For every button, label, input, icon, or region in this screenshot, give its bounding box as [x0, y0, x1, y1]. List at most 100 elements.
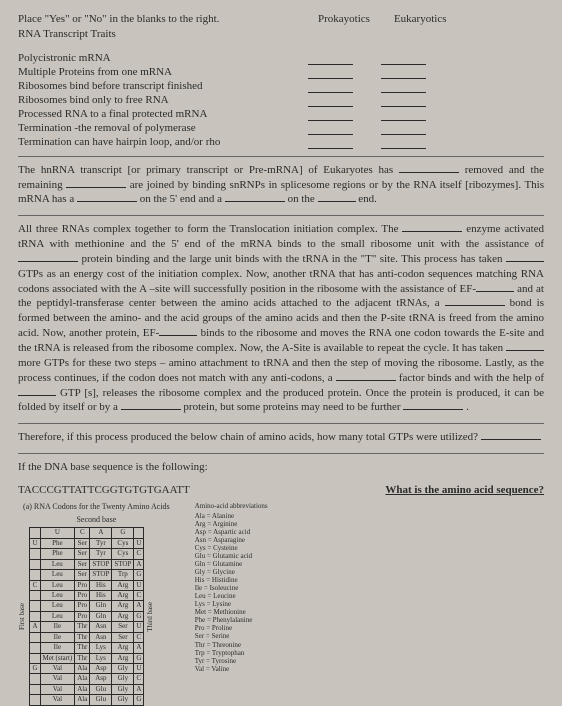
trait-label: Termination can have hairpin loop, and/o… [18, 135, 308, 150]
trait-label: Processed RNA to a final protected mRNA [18, 107, 308, 122]
third-base-label: Third base [146, 602, 155, 632]
blank[interactable] [381, 137, 426, 149]
aa-item: Val = Valine [195, 665, 268, 673]
trait-label: Ribosomes bind before transcript finishe… [18, 79, 308, 94]
blank[interactable] [225, 192, 285, 202]
aa-item: Asn = Asparagine [195, 536, 268, 544]
aa-item: His = Histidine [195, 576, 268, 584]
aa-item: Ala = Alanine [195, 512, 268, 520]
p2i: factor binds and with the help of [399, 372, 544, 384]
instruction-text: Place "Yes" or "No" in the blanks to the… [18, 12, 318, 27]
trait-row: Polycistronic mRNA [18, 52, 544, 66]
blank[interactable] [403, 400, 463, 410]
p2d: GTPs as an energy cost of the initiation… [18, 268, 544, 295]
paragraph-3: Therefore, if this process produced the … [18, 430, 544, 445]
blank[interactable] [308, 53, 353, 65]
aa-item: Pro = Proline [195, 624, 268, 632]
paragraph-4: If the DNA base sequence is the followin… [18, 460, 544, 475]
blank[interactable] [18, 252, 78, 262]
aa-item: Asp = Aspartic acid [195, 528, 268, 536]
blank[interactable] [381, 95, 426, 107]
blank[interactable] [66, 178, 126, 188]
blank[interactable] [381, 81, 426, 93]
blank[interactable] [506, 252, 544, 262]
codon-area: (a) RNA Codons for the Twenty Amino Acid… [18, 502, 544, 706]
blank[interactable] [308, 95, 353, 107]
subheading-text: RNA Transcript Traits [18, 27, 318, 42]
blank[interactable] [402, 222, 462, 232]
blank[interactable] [308, 137, 353, 149]
codon-second: Second base [18, 515, 175, 526]
trait-row: Termination can have hairpin loop, and/o… [18, 136, 544, 150]
blank[interactable] [159, 326, 197, 336]
blank[interactable] [18, 386, 56, 396]
blank[interactable] [481, 430, 541, 440]
blank[interactable] [506, 341, 544, 351]
blank[interactable] [381, 123, 426, 135]
aa-item: Met = Methionine [195, 608, 268, 616]
blank[interactable] [308, 67, 353, 79]
p3a: Therefore, if this process produced the … [18, 431, 481, 443]
p2a: All three RNAs complex together to form … [18, 223, 402, 235]
header-block: Place "Yes" or "No" in the blanks to the… [18, 12, 544, 42]
p1e: on the [288, 193, 318, 205]
traits-table: Polycistronic mRNAMultiple Proteins from… [18, 52, 544, 150]
blank[interactable] [77, 192, 137, 202]
paragraph-1: The hnRNA transcript [or primary transcr… [18, 163, 544, 208]
trait-label: Termination -the removal of polymerase [18, 121, 308, 136]
trait-row: Termination -the removal of polymerase [18, 122, 544, 136]
blank[interactable] [381, 109, 426, 121]
aa-item: Phe = Phenylalanine [195, 616, 268, 624]
aa-item: Glu = Glutamic acid [195, 552, 268, 560]
blank[interactable] [308, 109, 353, 121]
aa-item: Leu = Leucine [195, 592, 268, 600]
aa-item: Lys = Lysine [195, 600, 268, 608]
blank[interactable] [308, 123, 353, 135]
aa-item: Trp = Tryptophan [195, 649, 268, 657]
trait-row: Processed RNA to a final protected mRNA [18, 108, 544, 122]
divider [18, 423, 544, 424]
p1f: end. [358, 193, 377, 205]
aa-title: Amino-acid abbreviations [195, 502, 268, 510]
aa-item: Ile = Isoleucine [195, 584, 268, 592]
blank[interactable] [381, 53, 426, 65]
p2k: protein, but some proteins may need to b… [183, 401, 403, 413]
blank[interactable] [308, 81, 353, 93]
trait-label: Multiple Proteins from one mRNA [18, 65, 308, 80]
divider [18, 453, 544, 454]
column-euk: Eukaryotics [394, 12, 447, 42]
aa-item: Gly = Glycine [195, 568, 268, 576]
p2l: . [466, 401, 469, 413]
blank[interactable] [121, 400, 181, 410]
p1a: The hnRNA transcript [or primary transcr… [18, 164, 399, 176]
aa-item: Tyr = Tyrosine [195, 657, 268, 665]
blank[interactable] [381, 67, 426, 79]
blank[interactable] [399, 163, 459, 173]
aa-item: Cys = Cysteine [195, 544, 268, 552]
first-base-label: First base [18, 603, 27, 630]
aa-item: Gln = Glutamine [195, 560, 268, 568]
paragraph-2: All three RNAs complex together to form … [18, 222, 544, 415]
question-2: What is the amino acid sequence? [385, 483, 544, 498]
blank[interactable] [336, 371, 396, 381]
p2c: protein binding and the large unit binds… [81, 253, 506, 265]
p1d: on the 5' end and a [140, 193, 225, 205]
divider [18, 156, 544, 157]
blank[interactable] [476, 282, 514, 292]
divider [18, 215, 544, 216]
trait-label: Polycistronic mRNA [18, 51, 308, 66]
question-row: TACCCGTTATTCGGTGTGTGAATT What is the ami… [18, 483, 544, 498]
trait-row: Ribosomes bind before transcript finishe… [18, 80, 544, 94]
trait-row: Ribosomes bind only to free RNA [18, 94, 544, 108]
dna-sequence: TACCCGTTATTCGGTGTGTGAATT [18, 483, 190, 498]
codon-title: (a) RNA Codons for the Twenty Amino Acid… [18, 502, 175, 513]
aa-item: Thr = Threonine [195, 641, 268, 649]
trait-label: Ribosomes bind only to free RNA [18, 93, 308, 108]
codon-table: UCAGUPheSerTyrCysUPheSerTyrCysCLeuSerSTO… [29, 527, 144, 705]
blank[interactable] [318, 192, 356, 202]
aa-item: Arg = Arginine [195, 520, 268, 528]
blank[interactable] [445, 296, 505, 306]
aa-item: Ser = Serine [195, 632, 268, 640]
aa-abbrev-list: Amino-acid abbreviations Ala = AlanineAr… [195, 502, 268, 706]
trait-row: Multiple Proteins from one mRNA [18, 66, 544, 80]
